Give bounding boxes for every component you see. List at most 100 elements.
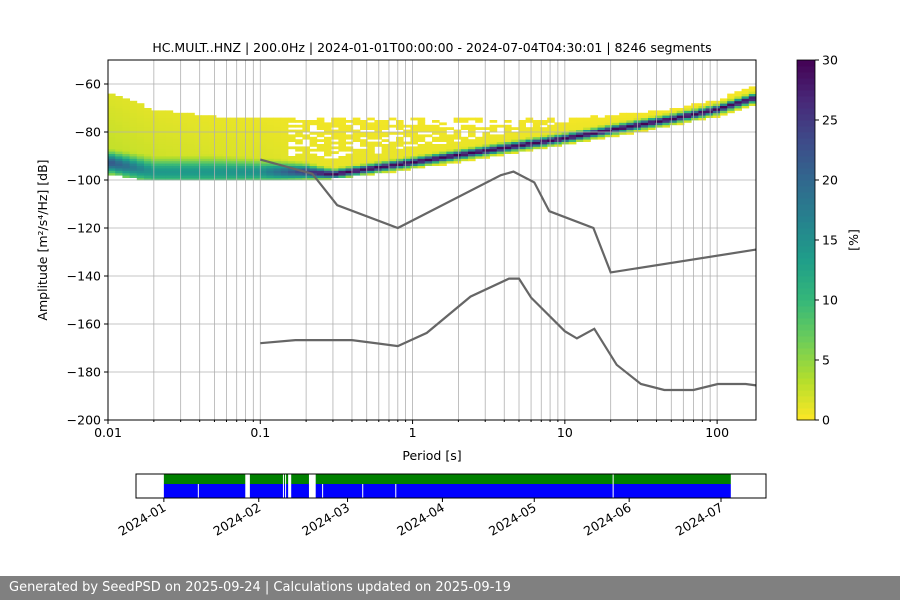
heatmap-cell	[280, 139, 289, 142]
heatmap-cell	[187, 141, 195, 145]
heatmap-cell	[727, 108, 735, 111]
heatmap-cell	[324, 163, 332, 166]
heatmap-cell	[273, 146, 282, 150]
heatmap-cell	[151, 153, 159, 157]
heatmap-cell	[194, 165, 202, 169]
heatmap-cell	[410, 129, 418, 133]
heatmap-cell	[352, 148, 361, 152]
heatmap-cell	[568, 139, 577, 142]
heatmap-cell	[640, 112, 649, 116]
heatmap-cell	[144, 156, 152, 159]
noise-models	[260, 158, 757, 392]
heatmap-cell	[367, 144, 375, 147]
heatmap-cell	[136, 170, 145, 174]
heatmap-cell	[108, 168, 116, 171]
heatmap-cell	[136, 172, 145, 176]
heatmap-cell	[504, 144, 512, 147]
heatmap-cell	[230, 158, 238, 162]
heatmap-cell	[187, 134, 195, 138]
heatmap-cell	[518, 148, 526, 152]
heatmap-cell	[136, 105, 145, 109]
heatmap-cell	[417, 144, 426, 147]
heatmap-cell	[252, 160, 260, 164]
colorbar-segment	[797, 246, 815, 253]
heatmap-cell	[165, 129, 174, 133]
heatmap-cell	[115, 98, 123, 102]
heatmap-cell	[180, 163, 188, 166]
heatmap-cell	[396, 163, 404, 166]
heatmap-cell	[136, 175, 145, 178]
heatmap-cell	[295, 120, 303, 123]
heatmap-cell	[324, 132, 332, 135]
heatmap-cell	[410, 153, 418, 157]
heatmap-cell	[201, 127, 210, 130]
heatmap-cell	[151, 124, 159, 128]
colorbar-segment	[797, 108, 815, 115]
heatmap-cell	[568, 136, 577, 140]
heatmap-cell	[201, 156, 210, 159]
heatmap-cell	[561, 122, 570, 126]
heatmap-cell	[446, 153, 454, 157]
colorbar-tick-label: 20	[822, 173, 838, 188]
heatmap-cell	[201, 175, 210, 178]
heatmap-cell	[338, 129, 346, 133]
heatmap-cell	[669, 115, 678, 118]
heatmap-cell	[158, 170, 166, 174]
heatmap-cell	[352, 136, 361, 140]
heatmap-cell	[194, 122, 202, 126]
heatmap-cell	[360, 132, 368, 135]
heatmap-cell	[547, 117, 555, 121]
heatmap-cell	[136, 120, 145, 123]
heatmap-cell	[237, 134, 246, 138]
heatmap-cell	[180, 175, 188, 178]
heatmap-cell	[475, 148, 483, 152]
heatmap-cell	[122, 146, 130, 150]
heatmap-cell	[309, 139, 318, 142]
colorbar-segment	[797, 336, 815, 343]
colorbar-segment	[797, 192, 815, 199]
heatmap-cell	[331, 120, 339, 123]
heatmap-cell	[504, 148, 512, 152]
heatmap-cell	[108, 141, 116, 145]
heatmap-cell	[640, 122, 649, 126]
heatmap-cell	[266, 151, 274, 154]
heatmap-cell	[446, 160, 454, 164]
heatmap-cell	[180, 112, 188, 116]
colorbar-segment	[797, 390, 815, 397]
heatmap-cell	[158, 153, 166, 157]
heatmap-cell	[396, 165, 404, 169]
heatmap-cell	[244, 160, 253, 164]
heatmap-cell	[194, 177, 202, 181]
colorbar-tick-label: 10	[822, 293, 838, 308]
data-gap	[308, 474, 316, 498]
heatmap-cell	[626, 112, 634, 116]
heatmap-cell	[453, 117, 462, 121]
heatmap-cell	[122, 175, 130, 178]
heatmap-cell	[273, 156, 282, 159]
heatmap-cell	[626, 129, 634, 133]
heatmap-cell	[144, 120, 152, 123]
heatmap-cell	[172, 165, 181, 169]
heatmap-cell	[165, 141, 174, 145]
heatmap-cell	[172, 172, 181, 176]
heatmap-cell	[244, 122, 253, 126]
heatmap-cell	[597, 124, 606, 128]
colorbar-segment	[797, 198, 815, 205]
heatmap-cell	[216, 175, 224, 178]
heatmap-cell	[158, 177, 166, 181]
heatmap-cell	[432, 156, 440, 159]
heatmap-cell	[338, 172, 346, 176]
heatmap-cell	[511, 136, 519, 140]
colorbar-segment	[797, 396, 815, 403]
heatmap-cell	[108, 139, 116, 142]
heatmap-cell	[748, 88, 757, 92]
colorbar-segment	[797, 204, 815, 211]
heatmap-cell	[741, 103, 750, 106]
heatmap-cell	[165, 136, 174, 140]
heatmap-cell	[648, 120, 656, 123]
heatmap-cell	[144, 146, 152, 150]
heatmap-cell	[172, 156, 181, 159]
heatmap-cell	[374, 153, 382, 157]
heatmap-cell	[122, 103, 130, 106]
heatmap-cell	[180, 141, 188, 145]
